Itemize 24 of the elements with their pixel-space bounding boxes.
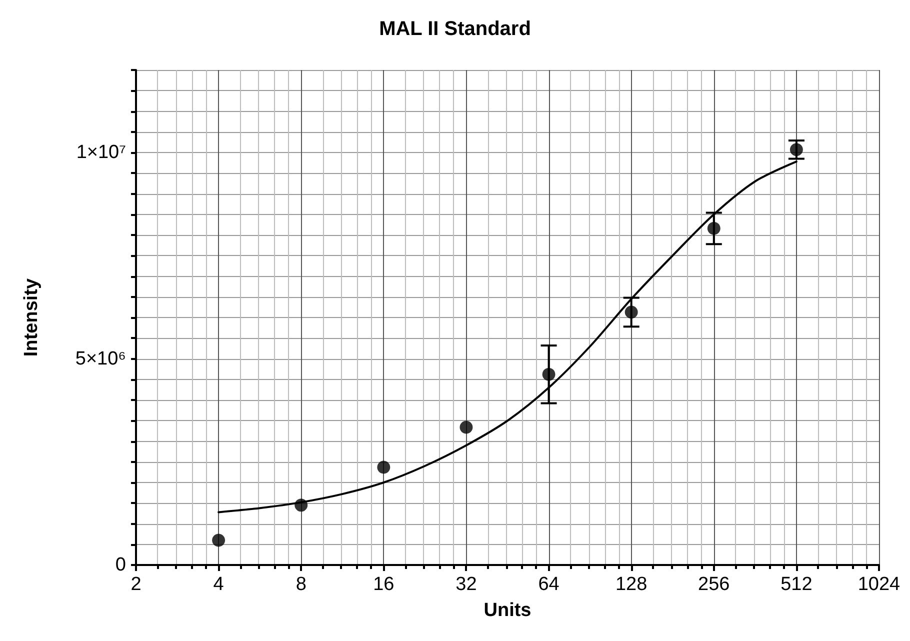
chart-title: MAL II Standard — [379, 18, 531, 40]
x-tick-label: 16 — [373, 574, 394, 595]
y-axis-title: Intensity — [21, 278, 42, 357]
y-tick-label: 0 — [115, 554, 126, 576]
x-tick-label: 2 — [130, 574, 142, 595]
point — [212, 534, 226, 547]
point — [377, 460, 390, 474]
point — [707, 222, 720, 235]
x-tick-label: 8 — [296, 574, 306, 595]
point — [624, 306, 638, 319]
x-tick-label: 64 — [538, 574, 560, 595]
y-tick-label: 5×10⁶ — [75, 348, 126, 370]
point — [460, 420, 473, 434]
x-tick-label: 128 — [615, 574, 648, 595]
point — [542, 368, 556, 381]
x-axis-title: Units — [484, 600, 532, 621]
y-tick-label: 1×10⁷ — [76, 142, 126, 163]
x-tick-label: 32 — [456, 574, 477, 595]
x-tick-label: 256 — [698, 574, 730, 595]
point — [294, 498, 308, 512]
point — [790, 143, 803, 156]
x-tick-label: 4 — [213, 574, 224, 595]
x-tick-label: 1024 — [858, 574, 901, 595]
x-tick-label: 512 — [780, 574, 812, 595]
